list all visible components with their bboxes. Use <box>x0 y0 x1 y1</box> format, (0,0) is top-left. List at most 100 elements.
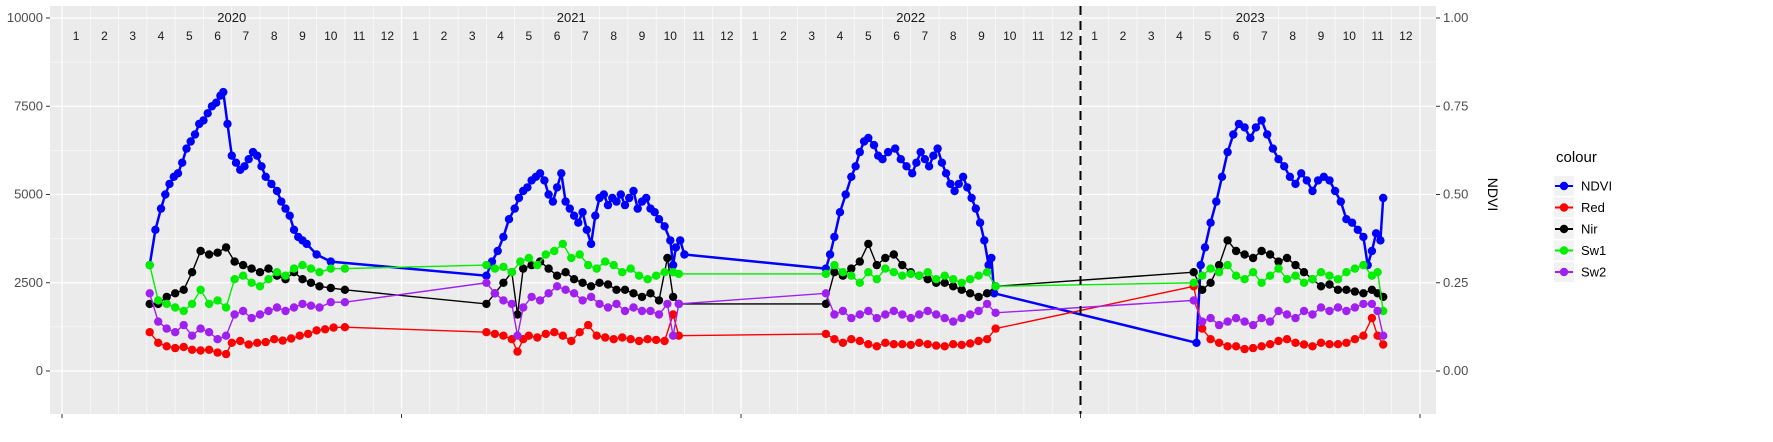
month-label: 6 <box>893 29 900 43</box>
data-point-sw2 <box>519 303 528 312</box>
data-point-ndvi <box>540 176 549 185</box>
data-point-sw1 <box>855 278 864 287</box>
year-label: 2021 <box>557 10 586 25</box>
data-point-red <box>1299 340 1309 349</box>
data-point-ndvi <box>916 147 925 157</box>
data-point-ndvi <box>244 155 253 164</box>
data-point-nir <box>482 299 491 309</box>
data-point-sw1 <box>1240 275 1249 284</box>
data-point-ndvi <box>277 197 286 206</box>
data-point-red <box>1308 342 1317 351</box>
data-point-sw1 <box>1282 275 1292 284</box>
data-point-ndvi <box>633 204 642 213</box>
data-point-nir <box>957 285 966 294</box>
data-point-ndvi <box>561 197 570 206</box>
data-point-red <box>847 335 856 344</box>
data-point-sw2 <box>264 306 273 316</box>
data-point-ndvi <box>1246 133 1255 143</box>
data-point-sw1 <box>1206 264 1215 273</box>
left-tick-label: 5000 <box>14 187 43 202</box>
data-point-sw2 <box>1231 313 1241 323</box>
month-label: 3 <box>1148 29 1155 43</box>
data-point-nir <box>255 268 265 277</box>
data-point-sw1 <box>1316 268 1326 277</box>
data-point-sw1 <box>238 271 248 280</box>
data-point-sw1 <box>533 260 542 270</box>
data-point-sw1 <box>315 268 324 277</box>
data-point-nir <box>949 282 958 291</box>
data-point-red <box>1274 336 1283 346</box>
legend-label: Sw1 <box>1581 243 1606 258</box>
data-point-sw1 <box>847 271 856 280</box>
data-point-sw1 <box>991 282 1000 291</box>
data-point-sw1 <box>204 299 214 309</box>
data-point-ndvi <box>616 190 625 199</box>
month-label: 8 <box>950 29 957 43</box>
data-point-red <box>1198 324 1207 333</box>
data-point-sw1 <box>643 275 652 284</box>
data-point-sw2 <box>915 310 924 319</box>
data-point-red <box>821 329 831 339</box>
data-point-nir <box>1274 257 1283 266</box>
right-tick-label: 0.00 <box>1443 363 1468 378</box>
legend-item-sw1: Sw1 <box>1554 240 1606 261</box>
month-label: 5 <box>525 29 532 43</box>
data-point-ndvi <box>267 179 276 189</box>
data-point-nir <box>247 264 256 273</box>
data-point-nir <box>264 264 273 273</box>
data-point-red <box>329 323 338 332</box>
month-label: 10 <box>1003 29 1017 43</box>
data-point-red <box>982 335 992 344</box>
data-point-ndvi <box>523 183 532 192</box>
data-point-sw2 <box>187 331 197 340</box>
data-point-red <box>1214 338 1224 347</box>
data-point-sw2 <box>1257 313 1266 323</box>
data-point-nir <box>519 264 528 273</box>
data-point-red <box>872 342 881 351</box>
data-point-red <box>312 326 321 335</box>
data-point-sw1 <box>187 299 197 309</box>
data-point-ndvi <box>565 204 574 213</box>
data-point-sw1 <box>516 257 525 266</box>
series-red <box>145 282 1388 359</box>
data-point-red <box>253 338 262 347</box>
data-point-nir <box>561 268 570 277</box>
data-point-sw2 <box>513 331 522 340</box>
data-point-nir <box>578 278 587 287</box>
data-point-ndvi <box>289 225 299 234</box>
data-point-ndvi <box>680 250 689 259</box>
data-point-sw1 <box>982 268 992 277</box>
data-point-sw1 <box>1342 268 1351 277</box>
data-point-nir <box>1189 268 1198 277</box>
month-label: 7 <box>1261 29 1268 43</box>
data-point-ndvi <box>510 204 519 213</box>
data-point-sw1 <box>1359 260 1368 270</box>
data-point-sw1 <box>634 271 644 280</box>
data-point-ndvi <box>660 222 669 231</box>
data-point-nir <box>499 278 508 287</box>
data-point-ndvi <box>603 200 613 210</box>
legend-label: Nir <box>1581 222 1598 237</box>
data-point-ndvi <box>223 119 232 129</box>
data-point-red <box>660 336 669 346</box>
data-point-nir <box>204 250 214 259</box>
data-point-nir <box>1231 246 1241 256</box>
data-point-red <box>668 310 678 319</box>
month-label: 10 <box>664 29 678 43</box>
data-point-ndvi <box>574 218 583 227</box>
data-point-nir <box>1223 236 1232 245</box>
data-point-ndvi <box>312 250 321 259</box>
data-point-sw1 <box>889 268 898 277</box>
data-point-ndvi <box>825 250 835 259</box>
data-point-sw1 <box>326 264 335 273</box>
month-label: 2 <box>101 29 108 43</box>
data-point-nir <box>569 275 579 284</box>
data-point-ndvi <box>847 172 856 181</box>
data-point-ndvi <box>203 109 212 118</box>
data-point-ndvi <box>1291 179 1300 189</box>
data-point-sw1 <box>1350 264 1360 273</box>
data-point-sw2 <box>847 313 856 323</box>
month-label: 3 <box>129 29 136 43</box>
data-point-nir <box>1206 278 1215 287</box>
data-point-red <box>618 333 627 342</box>
